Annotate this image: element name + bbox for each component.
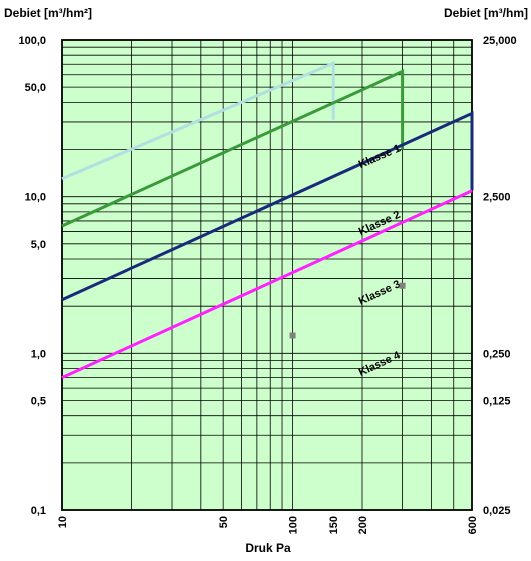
y-tick-label-left: 0,1 (31, 505, 46, 517)
x-tick-label: 150 (328, 516, 340, 534)
plot-background (62, 40, 472, 510)
x-tick-label: 100 (288, 516, 300, 534)
y-tick-label-right: 2,500 (483, 192, 511, 204)
plot-frame (61, 39, 473, 511)
y-tick-label-right: 0,250 (483, 348, 511, 360)
y-tick-label-right: 0,025 (483, 505, 511, 517)
y-tick-label-right: 25,000 (483, 35, 517, 47)
series-line-3 (61, 111, 474, 302)
y-tick-label-left: 50,0 (25, 82, 46, 94)
series-line-2 (61, 69, 405, 228)
y-axis-right-title: Debiet [m³/hm] (444, 6, 528, 20)
y-tick-label-left: 0,5 (31, 395, 46, 407)
data-marker (399, 282, 406, 289)
x-axis-title: Druk Pa (245, 541, 291, 555)
y-axis-left-title: Debiet [m³/hm²] (4, 6, 92, 20)
y-tick-label-left: 1,0 (31, 348, 46, 360)
y-tick-label-left: 100,0 (18, 35, 46, 47)
series-line-1 (61, 61, 335, 181)
series-line-4 (61, 189, 473, 379)
y-tick-label-left: 10,0 (25, 192, 46, 204)
x-tick-label: 600 (467, 516, 479, 534)
y-tick-label-left: 5,0 (31, 239, 46, 251)
x-tick-label: 50 (218, 516, 230, 528)
y-tick-label-right: 0,125 (483, 395, 511, 407)
data-marker (289, 332, 296, 339)
x-tick-label: 200 (357, 516, 369, 534)
x-tick-label: 10 (57, 516, 69, 528)
